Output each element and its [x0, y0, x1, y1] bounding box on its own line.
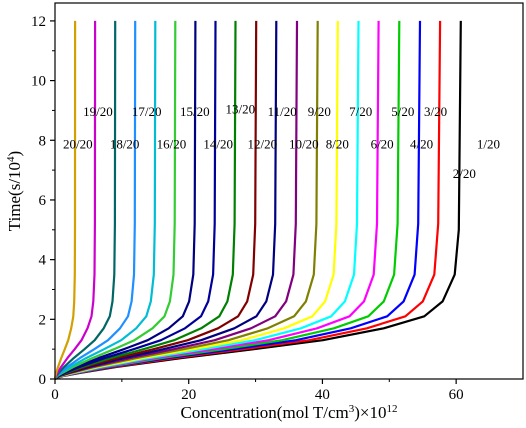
curve-labels: 19/20 17/20 15/20 13/20 11/20 9/20 7/20 5/20 3/2… [63, 102, 500, 181]
curve-label-13-20: 13/20 [225, 102, 255, 117]
x-axis-title-text: Concentration(mol T/cm [181, 403, 349, 422]
curve-label-10-20: 10/20 [289, 136, 319, 151]
curve-label-8-20: 8/20 [326, 136, 349, 151]
y-tick-label: 12 [31, 14, 46, 30]
curve-label-11-20: 11/20 [268, 104, 297, 119]
curve-label-1-20: 1/20 [477, 136, 500, 151]
curve-label-20-20: 20/20 [63, 136, 93, 151]
curve-label-17-20: 17/20 [132, 104, 162, 119]
y-tick-label: 10 [31, 74, 46, 90]
x-tick-label: 40 [315, 387, 330, 403]
x-tick-label: 0 [51, 387, 59, 403]
curve-label-3-20: 3/20 [424, 104, 447, 119]
y-tick-label: 0 [39, 372, 47, 388]
curve-5-20 [54, 20, 380, 380]
curve-4-20 [54, 20, 401, 381]
x-axis-title: Concentration(mol T/cm3)×1012 [181, 403, 398, 422]
curve-label-9-20: 9/20 [308, 104, 331, 119]
plot-frame [54, 2, 524, 380]
y-tick-label: 6 [39, 193, 47, 209]
x-tick-label: 20 [181, 387, 196, 403]
y-tick-label: 2 [39, 312, 47, 328]
x-axis-title-sup: 3 [349, 403, 355, 415]
curve-label-2-20: 2/20 [453, 166, 476, 181]
x-axis-title-exp: 12 [386, 403, 397, 415]
curve-label-5-20: 5/20 [391, 104, 414, 119]
curve-label-14-20: 14/20 [203, 136, 233, 151]
y-tick-label: 8 [39, 133, 47, 149]
y-axis: 0 2 4 6 8 10 12 [31, 14, 55, 388]
curve-group [53, 20, 462, 381]
curve-label-15-20: 15/20 [180, 104, 210, 119]
curve-3-20 [54, 20, 422, 381]
curve-2-20 [54, 20, 442, 381]
curve-label-18-20: 18/20 [110, 136, 140, 151]
curve-label-6-20: 6/20 [371, 136, 394, 151]
y-axis-title-after: ) [5, 151, 24, 157]
curve-label-12-20: 12/20 [248, 136, 278, 151]
curve-18-20 [53, 20, 117, 380]
y-axis-title: Time(s/104) [5, 151, 24, 231]
y-tick-label: 4 [39, 253, 47, 269]
curve-12-20 [54, 20, 237, 380]
x-tick-label: 60 [449, 387, 464, 403]
curve-label-7-20: 7/20 [349, 104, 372, 119]
x-axis: 0 20 40 60 [51, 379, 464, 403]
curve-label-4-20: 4/20 [410, 136, 433, 151]
y-axis-title-sup: 4 [5, 156, 17, 162]
y-axis-title-text: Time(s/10 [5, 162, 24, 231]
curve-20-20 [53, 20, 77, 380]
curve-19-20 [53, 20, 97, 380]
curve-label-16-20: 16/20 [157, 136, 187, 151]
x-axis-title-after: )×10 [354, 403, 386, 422]
curve-label-19-20: 19/20 [83, 104, 113, 119]
